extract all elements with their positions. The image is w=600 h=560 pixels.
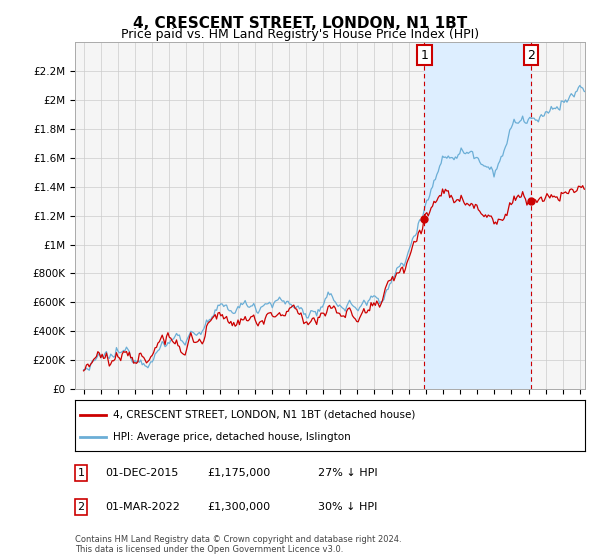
Text: 01-DEC-2015: 01-DEC-2015 <box>105 468 178 478</box>
Text: 1: 1 <box>77 468 85 478</box>
Text: 2: 2 <box>527 49 535 62</box>
Text: £1,300,000: £1,300,000 <box>207 502 270 512</box>
Text: 4, CRESCENT STREET, LONDON, N1 1BT: 4, CRESCENT STREET, LONDON, N1 1BT <box>133 16 467 31</box>
Text: 01-MAR-2022: 01-MAR-2022 <box>105 502 180 512</box>
Text: £1,175,000: £1,175,000 <box>207 468 270 478</box>
Text: 2: 2 <box>77 502 85 512</box>
Text: Price paid vs. HM Land Registry's House Price Index (HPI): Price paid vs. HM Land Registry's House … <box>121 28 479 41</box>
Text: 27% ↓ HPI: 27% ↓ HPI <box>318 468 377 478</box>
Bar <box>424 42 532 389</box>
Text: Contains HM Land Registry data © Crown copyright and database right 2024.
This d: Contains HM Land Registry data © Crown c… <box>75 535 401 554</box>
Text: 30% ↓ HPI: 30% ↓ HPI <box>318 502 377 512</box>
Text: 4, CRESCENT STREET, LONDON, N1 1BT (detached house): 4, CRESCENT STREET, LONDON, N1 1BT (deta… <box>113 409 416 419</box>
Text: HPI: Average price, detached house, Islington: HPI: Average price, detached house, Isli… <box>113 432 351 442</box>
Text: 1: 1 <box>421 49 428 62</box>
